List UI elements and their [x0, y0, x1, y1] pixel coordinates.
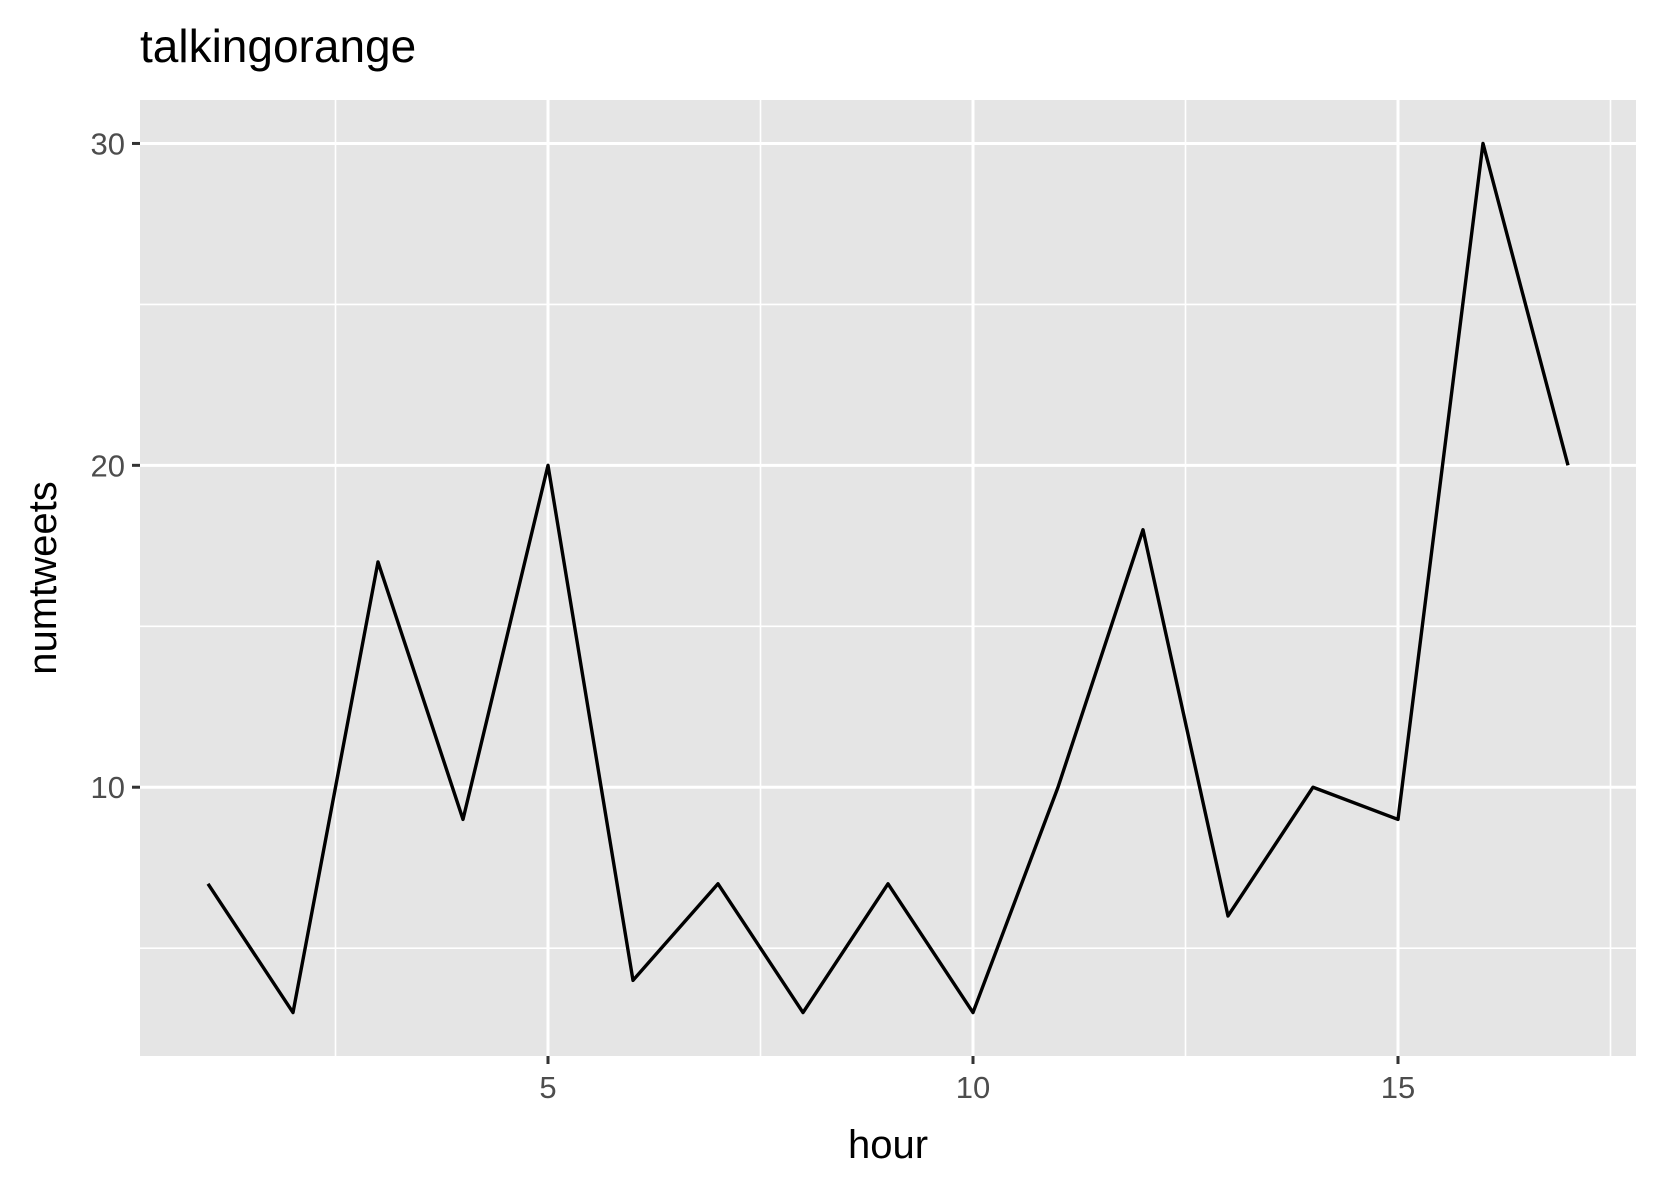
minor-gridlines — [140, 100, 1636, 1056]
y-tick-label: 30 — [91, 126, 125, 161]
x-axis-title: hour — [848, 1123, 928, 1167]
y-axis-title: numtweets — [21, 481, 65, 674]
y-tick-label: 20 — [91, 448, 125, 483]
series-line — [206, 141, 1570, 1015]
major-gridlines — [140, 100, 1636, 1056]
x-tick-label: 10 — [956, 1070, 990, 1105]
x-tick-label: 5 — [539, 1070, 556, 1105]
plot-panel — [140, 100, 1636, 1056]
y-axis-ticks: 10 20 30 — [91, 126, 140, 805]
chart-title: talkingorange — [140, 20, 416, 72]
y-tick-label: 10 — [91, 770, 125, 805]
x-tick-label: 15 — [1381, 1070, 1415, 1105]
x-axis-ticks: 5 10 15 — [539, 1056, 1415, 1105]
